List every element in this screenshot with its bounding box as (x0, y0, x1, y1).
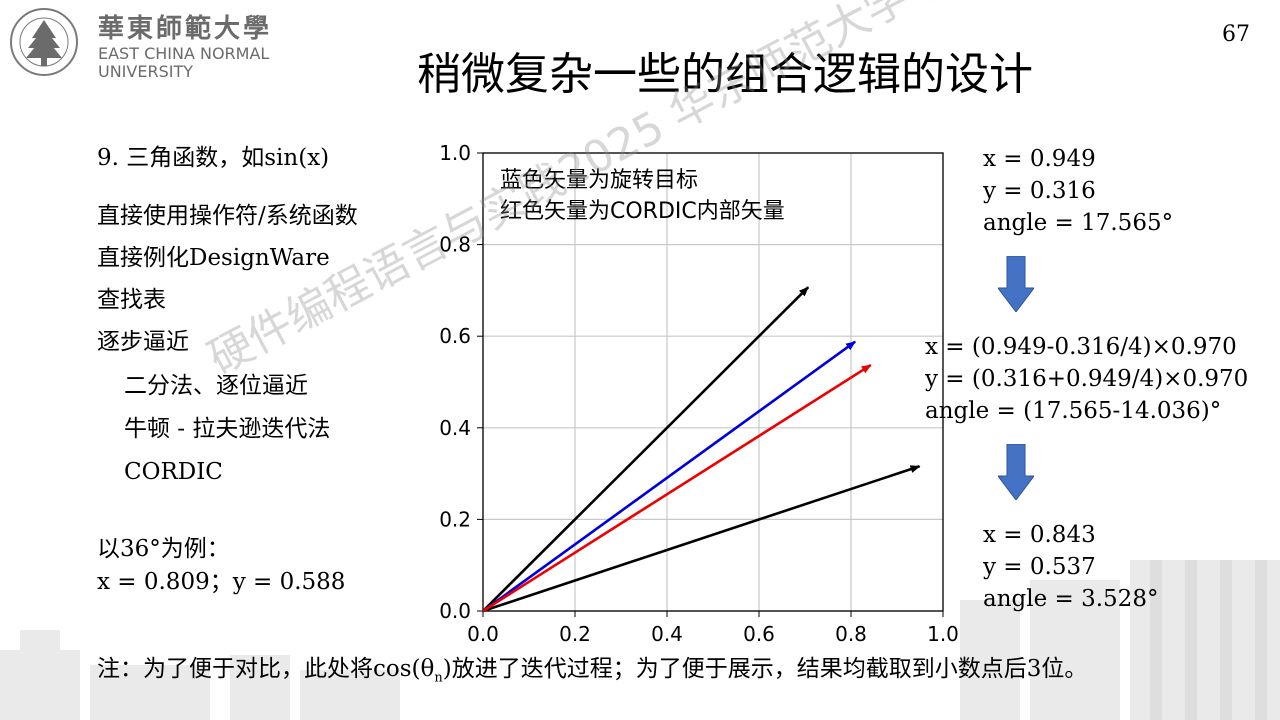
step1-y: y = 0.316 (983, 178, 1096, 204)
method-item: 直接使用操作符/系统函数 (97, 203, 358, 229)
down-arrow-icon (998, 256, 1034, 312)
y-tick-label: 0.4 (439, 416, 471, 440)
logo-chinese-name: 華東師範大學 (98, 14, 273, 44)
down-arrow-icon (998, 444, 1034, 500)
step1-angle: angle = 17.565° (983, 210, 1174, 236)
step2-angle: angle = (17.565-14.036)° (925, 398, 1222, 424)
x-tick-label: 1.0 (927, 622, 959, 646)
chart-vectors (482, 286, 921, 613)
vector-arrow (482, 363, 872, 613)
y-tick-label: 1.0 (439, 141, 471, 165)
footnote: 注：为了便于对比，此处将cos(θn)放进了迭代过程；为了便于展示，结果均截取到… (97, 658, 1087, 685)
step3-x: x = 0.843 (983, 522, 1096, 548)
step3-angle: angle = 3.528° (983, 586, 1159, 612)
vector-arrow (482, 465, 921, 613)
university-emblem-icon (10, 8, 78, 76)
method-item: 查找表 (97, 287, 166, 313)
y-tick-label: 0.8 (439, 233, 471, 257)
x-tick-label: 0.6 (743, 622, 775, 646)
method-item: 直接例化DesignWare (97, 245, 330, 271)
step2-y: y = (0.316+0.949/4)×0.970 (925, 366, 1249, 392)
slide-title: 稍微复杂一些的组合逻辑的设计 (417, 49, 1033, 100)
footnote-prefix: 注：为了便于对比，此处将cos(θ (97, 656, 435, 682)
y-tick-label: 0.0 (439, 599, 471, 623)
example-label: 以36°为例： (97, 536, 230, 562)
campus-buildings-background (0, 560, 1280, 720)
university-logo: 華東師範大學 EAST CHINA NORMAL UNIVERSITY (8, 6, 298, 81)
cordic-vector-chart: 0.0 0.2 0.4 0.6 0.8 1.0 0.0 0.2 0.4 0.6 0.8 1.0 蓝色矢… (439, 141, 959, 646)
step2-x: x = (0.949-0.316/4)×0.970 (925, 334, 1237, 360)
vector-arrow (482, 286, 810, 612)
logo-english-name-line1: EAST CHINA NORMAL (98, 44, 270, 63)
example-values: x = 0.809；y = 0.588 (97, 569, 346, 595)
step3-y: y = 0.537 (983, 554, 1096, 580)
footnote-subscript: n (434, 670, 443, 686)
logo-english-name-line2: UNIVERSITY (98, 62, 193, 81)
legend-line2: 红色矢量为CORDIC内部矢量 (500, 199, 785, 224)
sub-method-item: CORDIC (124, 459, 223, 485)
vector-arrow (482, 340, 856, 613)
y-tick-label: 0.2 (439, 507, 471, 531)
x-tick-label: 0.0 (467, 622, 499, 646)
method-item: 逐步逼近 (97, 329, 189, 355)
x-tick-label: 0.4 (651, 622, 683, 646)
chart-ticks: 0.0 0.2 0.4 0.6 0.8 1.0 0.0 0.2 0.4 0.6 0.8 1.0 (439, 141, 959, 646)
x-tick-label: 0.8 (835, 622, 867, 646)
page-number: 67 (1222, 22, 1250, 47)
y-tick-label: 0.6 (439, 324, 471, 348)
sub-method-item: 牛顿 - 拉夫逊迭代法 (124, 416, 331, 442)
legend-line1: 蓝色矢量为旋转目标 (500, 168, 698, 193)
plot-frame (482, 152, 944, 612)
step1-x: x = 0.949 (983, 146, 1096, 172)
footnote-suffix: )放进了迭代过程；为了便于展示，结果均截取到小数点后3位。 (442, 656, 1088, 682)
x-tick-label: 0.2 (559, 622, 591, 646)
sub-method-item: 二分法、逐位逼近 (124, 373, 308, 399)
item-heading: 9. 三角函数，如sin(x) (97, 145, 330, 171)
